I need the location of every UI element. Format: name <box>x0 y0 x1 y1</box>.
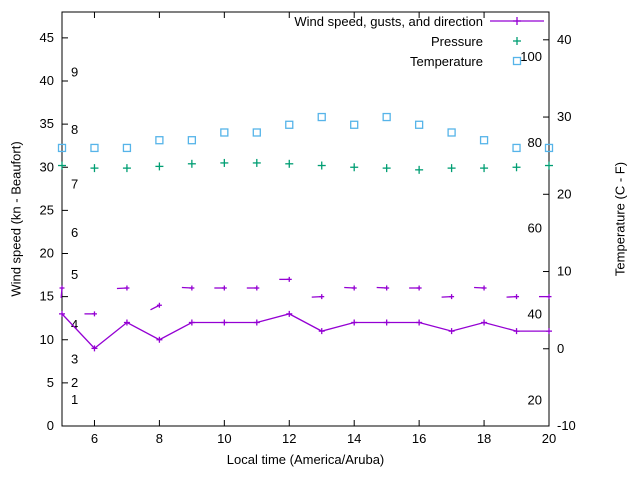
x-tick-label: 14 <box>347 431 361 446</box>
x-tick-label: 18 <box>477 431 491 446</box>
y-right-tick-label: -10 <box>557 418 576 433</box>
legend-label-pressure: Pressure <box>430 33 483 49</box>
fahrenheit-scale-label: 60 <box>528 221 542 236</box>
y-left-tick-label: 20 <box>40 246 54 261</box>
y-right-tick-label: 30 <box>557 109 571 124</box>
temperature-point <box>187 136 197 145</box>
temperature-point <box>90 143 99 153</box>
beaufort-scale-label: 2 <box>71 375 78 390</box>
y-left-tick-label: 0 <box>47 418 54 433</box>
beaufort-scale-label: 7 <box>71 177 78 192</box>
x-tick-label: 8 <box>156 431 163 446</box>
legend-item-temperature: Temperature <box>62 51 545 71</box>
x-tick-label: 16 <box>412 431 426 446</box>
beaufort-scale-label: 1 <box>71 392 78 407</box>
temperature-point <box>544 143 554 153</box>
series-wind <box>59 276 552 352</box>
y-right-tick-label: 20 <box>557 186 571 201</box>
beaufort-scale-label: 3 <box>71 352 78 367</box>
gust-direction-tick <box>150 304 160 311</box>
y-left-tick-label: 10 <box>40 332 54 347</box>
fahrenheit-scale-label: 100 <box>520 49 542 64</box>
axes: 6 8 10 12 14 16 18 20051015202530354045-1001020… <box>40 11 576 446</box>
temperature-point <box>155 136 164 145</box>
y2-axis-title: Temperature (C - F) <box>612 161 628 277</box>
x-tick-label: 10 <box>217 431 231 446</box>
temperature-legend-sample-icon <box>512 56 522 66</box>
gust-direction-tick <box>506 295 517 298</box>
fahrenheit-scale-label: 80 <box>528 135 542 150</box>
gust-direction-tick <box>116 287 127 290</box>
chart-legend: Wind speed, gusts, and direction Pressur… <box>62 11 545 71</box>
x-axis-title: Local time (America/Aruba) <box>226 452 385 467</box>
y-left-tick-label: 15 <box>40 289 54 304</box>
temperature-point <box>414 120 424 129</box>
y-left-tick-label: 25 <box>40 202 54 217</box>
legend-label-temperature: Temperature <box>410 53 483 69</box>
plot-border <box>61 11 550 427</box>
y-left-tick-label: 45 <box>40 30 54 45</box>
x-tick-label: 6 <box>91 431 98 446</box>
temperature-point <box>317 112 326 122</box>
series-pressure <box>58 158 553 174</box>
y-axis-title: Wind speed (kn - Beaufort) <box>8 141 24 297</box>
legend-item-pressure: Pressure <box>62 31 545 51</box>
temperature-point <box>447 128 456 137</box>
temperature-point <box>512 143 521 153</box>
fahrenheit-scale-label: 20 <box>528 392 542 407</box>
beaufort-scale-label: 8 <box>71 122 78 137</box>
temperature-point <box>350 120 359 129</box>
y-right-tick-label: 40 <box>557 32 571 47</box>
x-tick-label: 12 <box>282 431 296 446</box>
beaufort-scale-label: 4 <box>71 317 78 332</box>
temperature-point <box>122 143 132 153</box>
gust-direction-tick <box>60 287 63 299</box>
beaufort-scale-label: 6 <box>71 225 78 240</box>
temperature-point <box>382 112 391 122</box>
gust-direction-tick <box>344 286 355 289</box>
fahrenheit-scale-label: 40 <box>528 306 542 321</box>
temperature-point <box>57 143 67 153</box>
legend-square-sample <box>512 56 522 66</box>
gust-direction-tick <box>181 286 192 289</box>
y-left-tick-label: 40 <box>40 73 54 88</box>
y-left-tick-label: 5 <box>47 375 54 390</box>
y-left-tick-label: 30 <box>40 159 54 174</box>
wind-speed-line <box>61 313 549 350</box>
wind-legend-sample-icon <box>490 17 544 25</box>
temperature-point <box>220 128 229 137</box>
y-left-tick-label: 35 <box>40 116 54 131</box>
gust-direction-tick <box>311 295 322 298</box>
temperature-point <box>285 120 294 129</box>
gust-direction-tick <box>441 295 452 298</box>
beaufort-scale-label: 9 <box>71 64 78 79</box>
pressure-legend-sample-icon <box>513 37 521 45</box>
legend-item-wind: Wind speed, gusts, and direction <box>62 11 545 31</box>
beaufort-scale-label: 5 <box>71 267 78 282</box>
temperature-point <box>252 128 261 137</box>
y-right-tick-label: 10 <box>557 264 571 279</box>
series-temperature <box>57 112 554 153</box>
temperature-point <box>479 136 489 145</box>
legend-label-wind: Wind speed, gusts, and direction <box>294 13 483 29</box>
y-right-tick-label: 0 <box>557 341 564 356</box>
gust-direction-tick <box>474 286 485 289</box>
gust-direction-tick <box>376 286 387 289</box>
x-tick-label: 20 <box>542 431 556 446</box>
